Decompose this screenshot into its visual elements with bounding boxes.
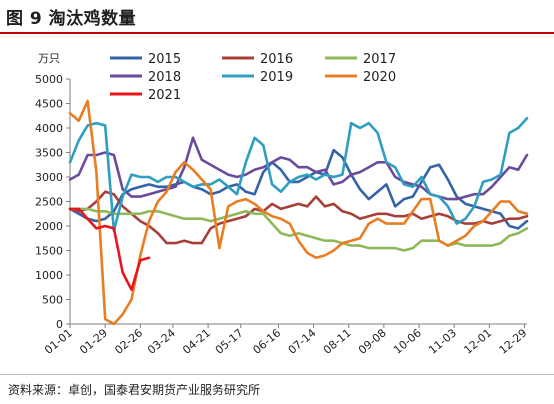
legend-label-2019: 2019 [260,70,293,85]
series-layer [68,99,529,326]
x-tick-label: 06-16 [250,326,283,357]
legend: 2015 2016 2017 2018 2019 2020 2021 [110,52,396,103]
x-tick-label: 08-11 [321,326,354,357]
y-tick-label: 1000 [35,269,63,282]
x-tick-label: 02-26 [112,326,145,357]
x-tick-label: 10-06 [391,326,424,357]
x-tick-label: 12-01 [461,326,494,357]
x-tick-label: 04-21 [180,326,213,357]
legend-label-2016: 2016 [260,52,293,67]
y-tick-label: 4000 [35,122,63,135]
legend-label-2015: 2015 [148,52,181,67]
series-line-2018 [68,136,529,201]
x-tick-label: 03-24 [145,326,178,357]
y-tick-label: 500 [42,294,63,307]
title-divider [0,32,554,34]
legend-label-2018: 2018 [148,70,181,85]
x-tick-label: 11-03 [426,326,459,357]
x-tick-label: 09-08 [356,326,389,357]
x-tick-label: 05-17 [213,326,246,357]
y-tick-label: 5000 [35,73,63,86]
legend-label-2017: 2017 [363,52,396,67]
y-tick-label: 2500 [35,196,63,209]
y-axis: 0 500 1000 1500 2000 2500 3000 3500 4000 4500 5000 [35,73,71,331]
line-chart: 万只 2015 2016 2017 2018 2019 2020 2021 0 500 1000… [35,52,530,357]
source-note: 资料来源：卓创，国泰君安期货产业服务研究所 [8,383,261,397]
y-tick-label: 0 [56,318,63,331]
legend-label-2020: 2020 [363,70,396,85]
series-line-2020 [68,99,529,326]
x-tick-label: 01-29 [77,326,110,357]
legend-label-2021: 2021 [148,88,181,103]
y-tick-label: 2000 [35,220,63,233]
figure-title: 图 9 淘汰鸡数量 [6,9,137,29]
y-tick-label: 1500 [35,245,63,258]
x-tick-label: 12-29 [497,326,530,357]
series-line-2019 [68,116,529,233]
y-tick-label: 3000 [35,171,63,184]
y-tick-label: 4500 [35,98,63,111]
series-line-2021 [68,207,151,291]
series-line-2017 [68,207,529,252]
footer-divider [0,374,554,375]
x-tick-label: 07-14 [286,326,319,357]
series-line-2015 [68,148,529,230]
x-axis: 01-01 01-29 02-26 03-24 04-21 05-17 06-16 07-14… [42,323,530,357]
y-axis-label: 万只 [38,52,60,65]
y-tick-label: 3500 [35,147,63,160]
series-line-2016 [68,190,529,245]
